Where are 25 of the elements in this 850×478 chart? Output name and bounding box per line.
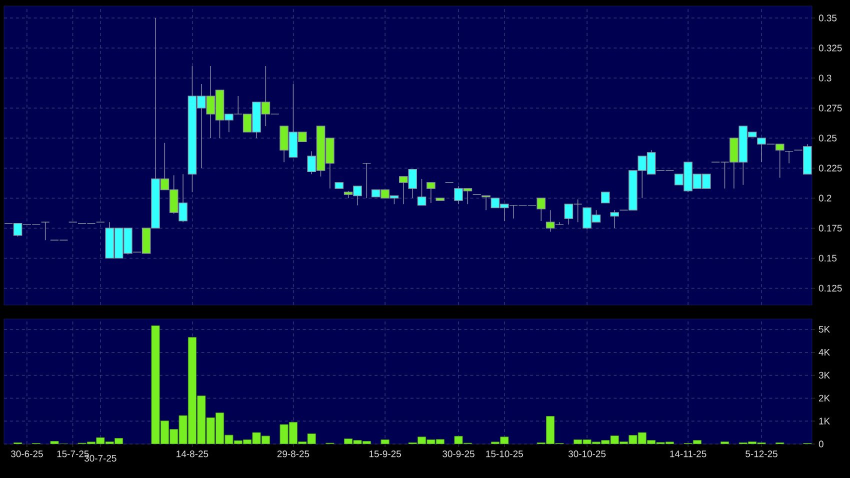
x-tick-label: 15-10-25 [486,450,523,458]
y-tick-label: 3K [818,372,830,379]
x-tick-label: 15-9-25 [369,450,401,458]
x-tick-label: 30-9-25 [442,450,474,458]
y-tick-label: 0.225 [818,164,842,172]
y-tick-label: 0.275 [818,104,842,112]
y-tick-label: 0 [818,440,824,448]
y-tick-label: 1K [819,418,830,424]
y-tick-label: 0.325 [818,44,842,52]
y-tick-label: 0.25 [818,134,837,142]
y-tick-label: 0.125 [818,284,842,292]
x-tick-label: 30-6-25 [11,450,43,458]
y-tick-label: 0.3 [818,74,832,82]
x-tick-label: 14-8-25 [176,450,208,458]
y-tick-label: 0.35 [818,14,837,22]
y-tick-label: 0.175 [818,224,842,232]
y-tick-label: 0.2 [818,194,832,202]
y-tick-label: 4K [818,348,830,356]
y-tick-label: 5K [818,326,830,333]
x-tick-label: 14-11-25 [670,450,706,458]
x-tick-label: 30-10-25 [568,450,606,458]
y-tick-label: 0.15 [818,254,837,262]
y-tick-label: 2K [818,394,830,402]
x-tick-label: 5-12-25 [746,450,778,458]
x-tick-label: 29-8-25 [277,450,310,458]
